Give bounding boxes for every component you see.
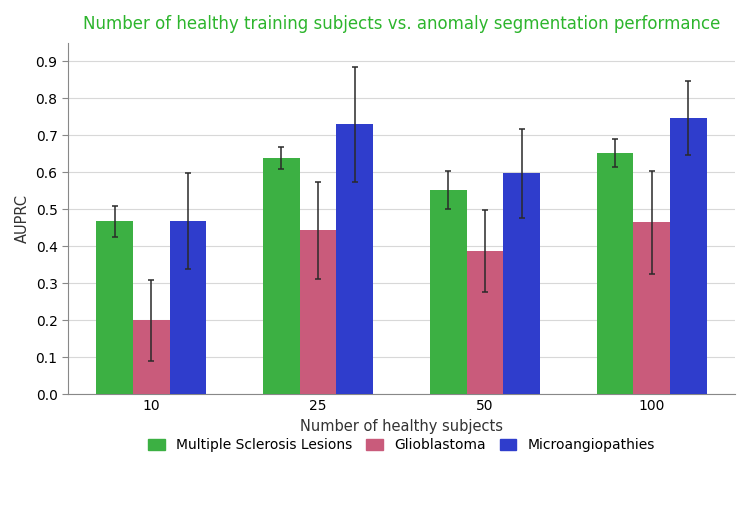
Bar (133, 321, 170, 394)
Title: Number of healthy training subjects vs. anomaly segmentation performance: Number of healthy training subjects vs. … (82, 15, 720, 33)
Legend: Multiple Sclerosis Lesions, Glioblastoma, Microangiopathies: Multiple Sclerosis Lesions, Glioblastoma… (142, 433, 660, 458)
Bar (596, 153, 633, 394)
Bar (633, 222, 670, 394)
Bar (96, 221, 133, 394)
Bar (300, 230, 337, 394)
Bar (670, 118, 706, 394)
Bar (263, 158, 300, 394)
Bar (430, 190, 466, 394)
Bar (503, 173, 540, 394)
Bar (466, 251, 503, 394)
Bar (337, 124, 374, 394)
X-axis label: Number of healthy subjects: Number of healthy subjects (300, 419, 503, 434)
Bar (170, 221, 206, 394)
Y-axis label: AUPRC: AUPRC (15, 194, 30, 243)
